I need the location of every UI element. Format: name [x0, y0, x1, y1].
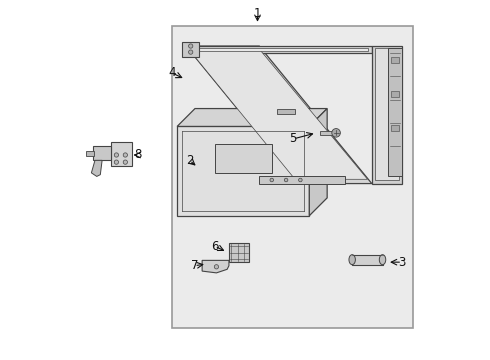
Bar — [391, 125, 398, 131]
Bar — [391, 57, 398, 63]
Text: 3: 3 — [398, 256, 406, 269]
Bar — [172, 26, 413, 328]
Polygon shape — [186, 46, 372, 53]
Circle shape — [214, 265, 219, 269]
Bar — [111, 143, 132, 166]
Ellipse shape — [349, 255, 355, 265]
Polygon shape — [372, 46, 402, 184]
Circle shape — [270, 178, 273, 182]
Text: 1: 1 — [254, 8, 261, 21]
Ellipse shape — [379, 255, 386, 265]
Bar — [391, 91, 398, 97]
Circle shape — [298, 178, 302, 182]
Circle shape — [123, 160, 127, 164]
Circle shape — [189, 44, 193, 48]
Circle shape — [114, 160, 119, 164]
Polygon shape — [186, 46, 372, 184]
Polygon shape — [202, 260, 229, 273]
Text: 7: 7 — [191, 259, 198, 272]
Polygon shape — [388, 48, 402, 176]
Text: 5: 5 — [290, 132, 297, 145]
Circle shape — [189, 50, 193, 54]
Bar — [229, 243, 248, 262]
Bar — [215, 144, 272, 173]
Bar — [352, 255, 383, 265]
Bar — [93, 146, 111, 160]
Polygon shape — [177, 126, 309, 216]
Circle shape — [284, 178, 288, 182]
Polygon shape — [92, 160, 102, 176]
Text: 2: 2 — [186, 154, 194, 167]
Polygon shape — [277, 109, 295, 114]
Polygon shape — [375, 48, 398, 180]
Text: 6: 6 — [211, 240, 219, 253]
Polygon shape — [190, 48, 368, 51]
Polygon shape — [190, 50, 368, 179]
Polygon shape — [259, 176, 345, 184]
Circle shape — [123, 153, 127, 157]
Text: 4: 4 — [168, 66, 175, 79]
Text: 8: 8 — [134, 148, 142, 162]
Polygon shape — [177, 109, 327, 126]
Bar — [320, 131, 334, 135]
Polygon shape — [309, 109, 327, 216]
Bar — [86, 152, 94, 156]
Polygon shape — [182, 42, 198, 57]
Circle shape — [114, 153, 119, 157]
Circle shape — [332, 129, 341, 137]
